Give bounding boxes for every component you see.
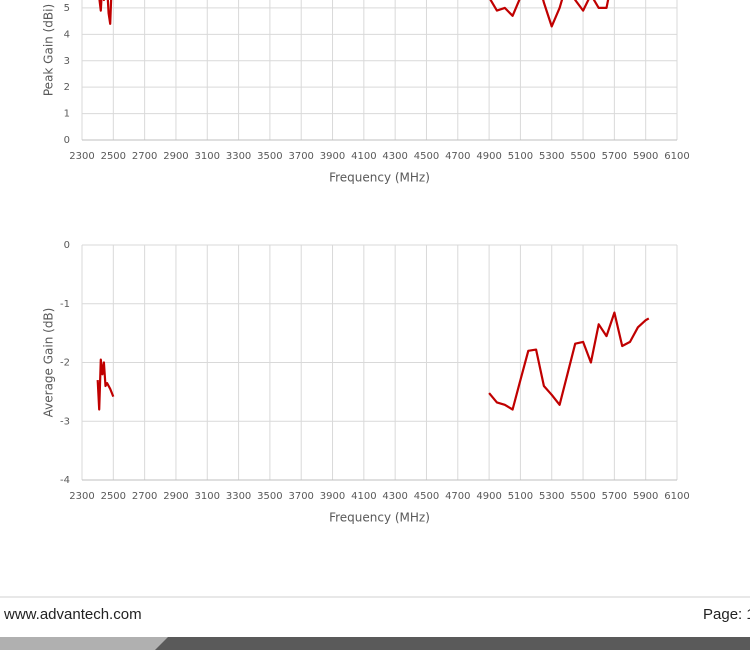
y-tick-label: 0	[64, 135, 70, 146]
x-tick-label: 2500	[101, 491, 126, 502]
x-tick-label: 4100	[351, 151, 376, 162]
x-tick-label: 4700	[445, 491, 470, 502]
x-tick-label: 3900	[320, 491, 345, 502]
footer-page: Page: 11	[703, 606, 750, 623]
x-tick-label: 3700	[288, 151, 313, 162]
y-axis-title: Peak Gain (dBi)	[42, 4, 56, 96]
x-tick-label: 4300	[382, 491, 407, 502]
x-tick-label: 3300	[226, 491, 251, 502]
y-tick-label: 3	[64, 56, 70, 67]
x-tick-label: 3300	[226, 151, 251, 162]
x-tick-label: 3100	[195, 491, 220, 502]
x-tick-label: 4900	[476, 151, 501, 162]
x-tick-label: 3500	[257, 491, 282, 502]
y-tick-label: -2	[60, 358, 70, 369]
x-tick-label: 5700	[602, 151, 627, 162]
x-tick-label: 4700	[445, 151, 470, 162]
y-tick-label: -1	[60, 299, 70, 310]
x-tick-label: 4500	[414, 491, 439, 502]
x-tick-label: 4100	[351, 491, 376, 502]
x-tick-label: 5900	[633, 491, 658, 502]
y-tick-label: -4	[60, 475, 70, 486]
x-tick-label: 2300	[69, 491, 94, 502]
x-tick-label: 5500	[570, 491, 595, 502]
y-tick-label: 0	[64, 240, 70, 251]
x-tick-label: 5300	[539, 491, 564, 502]
y-tick-label: 5	[64, 3, 70, 14]
x-tick-label: 4900	[476, 491, 501, 502]
x-tick-label: 2500	[101, 151, 126, 162]
y-tick-label: -3	[60, 416, 70, 427]
x-tick-label: 2700	[132, 151, 157, 162]
x-tick-label: 4300	[382, 151, 407, 162]
x-axis-title: Frequency (MHz)	[329, 511, 430, 525]
x-tick-label: 2900	[163, 491, 188, 502]
x-tick-label: 5300	[539, 151, 564, 162]
y-axis-title: Average Gain (dB)	[42, 308, 56, 418]
x-tick-label: 3100	[195, 151, 220, 162]
x-tick-label: 5900	[633, 151, 658, 162]
y-tick-label: 1	[64, 109, 70, 120]
y-tick-label: 2	[64, 82, 70, 93]
x-tick-label: 2900	[163, 151, 188, 162]
x-tick-label: 5100	[508, 151, 533, 162]
x-axis-title: Frequency (MHz)	[329, 171, 430, 185]
y-tick-label: 4	[64, 29, 70, 40]
x-tick-label: 5700	[602, 491, 627, 502]
x-tick-label: 6100	[664, 491, 689, 502]
series-line	[96, 311, 650, 411]
series-line	[98, 0, 610, 28]
x-tick-label: 2700	[132, 491, 157, 502]
x-tick-label: 6100	[664, 151, 689, 162]
x-tick-label: 3700	[288, 491, 313, 502]
x-tick-label: 3500	[257, 151, 282, 162]
x-tick-label: 4500	[414, 151, 439, 162]
x-tick-label: 5500	[570, 151, 595, 162]
x-tick-label: 2300	[69, 151, 94, 162]
footer-band-dark	[155, 637, 750, 650]
x-tick-label: 5100	[508, 491, 533, 502]
x-tick-label: 3900	[320, 151, 345, 162]
footer-url: www.advantech.com	[3, 606, 142, 623]
